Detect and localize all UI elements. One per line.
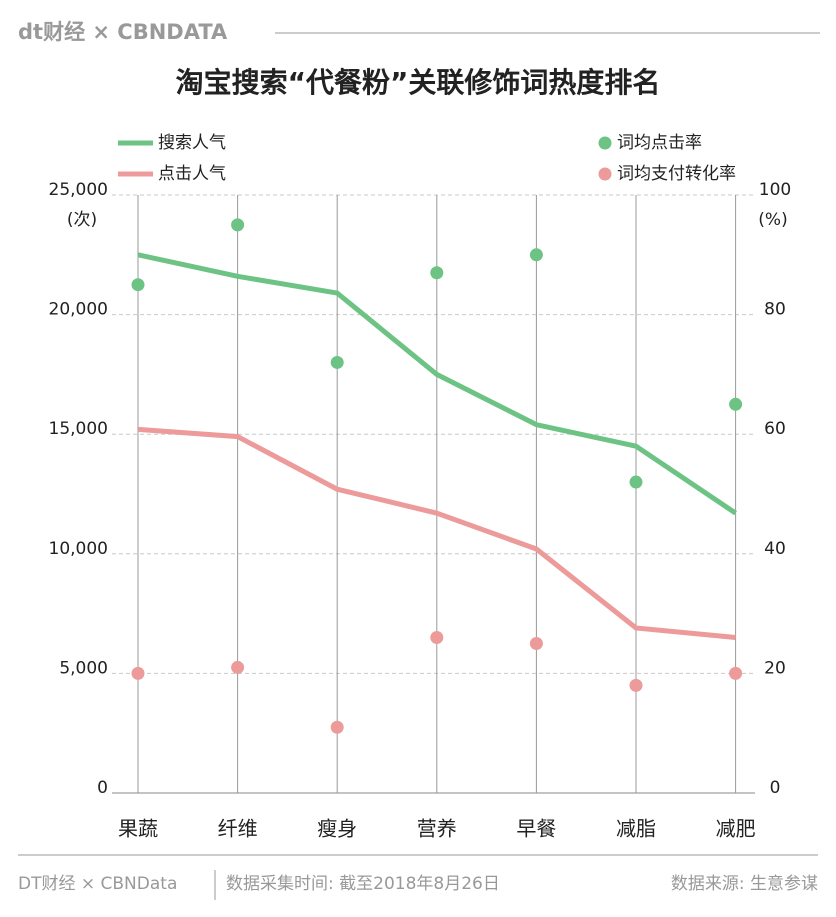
series-dot (629, 678, 643, 692)
y-tick-label: 10,000 (49, 539, 108, 559)
series-dot (529, 637, 543, 650)
x-tick-label: 果蔬 (118, 817, 158, 841)
series-dot (330, 720, 344, 734)
legend-label: 搜索人气 (158, 133, 226, 153)
y2-axis-label: (%) (758, 210, 787, 230)
series-dot (330, 355, 344, 369)
y-tick-label: 15,000 (49, 419, 108, 439)
series-line (137, 426, 736, 641)
series-dot (629, 475, 643, 489)
y2-tick-label: 100 (759, 180, 791, 200)
legend-label: 词均支付转化率 (617, 164, 736, 184)
y-axis-label: (次) (67, 210, 97, 230)
series-dot (131, 278, 145, 292)
footer-collected: 数据采集时间: 截至2018年8月26日 (226, 874, 500, 894)
legend-swatch (598, 136, 612, 150)
y2-tick-label: 20 (764, 658, 786, 678)
y-tick-label: 20,000 (49, 300, 108, 320)
y-tick-label: 25,000 (49, 180, 108, 200)
y-tick-label: 5,000 (59, 658, 108, 678)
series-dot (131, 666, 145, 680)
y2-tick-label: 0 (770, 778, 781, 798)
x-tick-label: 营养 (417, 817, 457, 841)
legend-swatch (598, 167, 612, 181)
x-tick-label: 减脂 (616, 817, 656, 841)
legend-label: 点击人气 (158, 164, 226, 184)
footer-source: 数据来源: 生意参谋 (671, 874, 818, 894)
series-dot (430, 631, 444, 645)
y2-tick-label: 40 (764, 539, 786, 559)
series-dot (729, 666, 743, 680)
y2-tick-label: 60 (764, 419, 786, 439)
series-line (137, 252, 737, 516)
series-dot (231, 660, 245, 674)
y-tick-label: 0 (97, 778, 108, 798)
series-dot (729, 397, 743, 411)
y2-tick-label: 80 (764, 300, 786, 320)
series-dot (430, 266, 444, 280)
legend-label: 词均点击率 (617, 133, 702, 153)
x-tick-label: 瘦身 (317, 817, 357, 841)
chart-title: 淘宝搜索“代餐粉”关联修饰词热度排名 (176, 66, 661, 99)
x-tick-label: 早餐 (516, 817, 556, 841)
x-tick-label: 减肥 (716, 817, 756, 841)
footer-brand: DT财经 × CBNData (18, 874, 177, 894)
brand: dt财经 × CBNDATA (18, 20, 228, 44)
series-dot (231, 218, 245, 232)
series-dot (529, 248, 543, 262)
x-tick-label: 纤维 (218, 817, 258, 841)
